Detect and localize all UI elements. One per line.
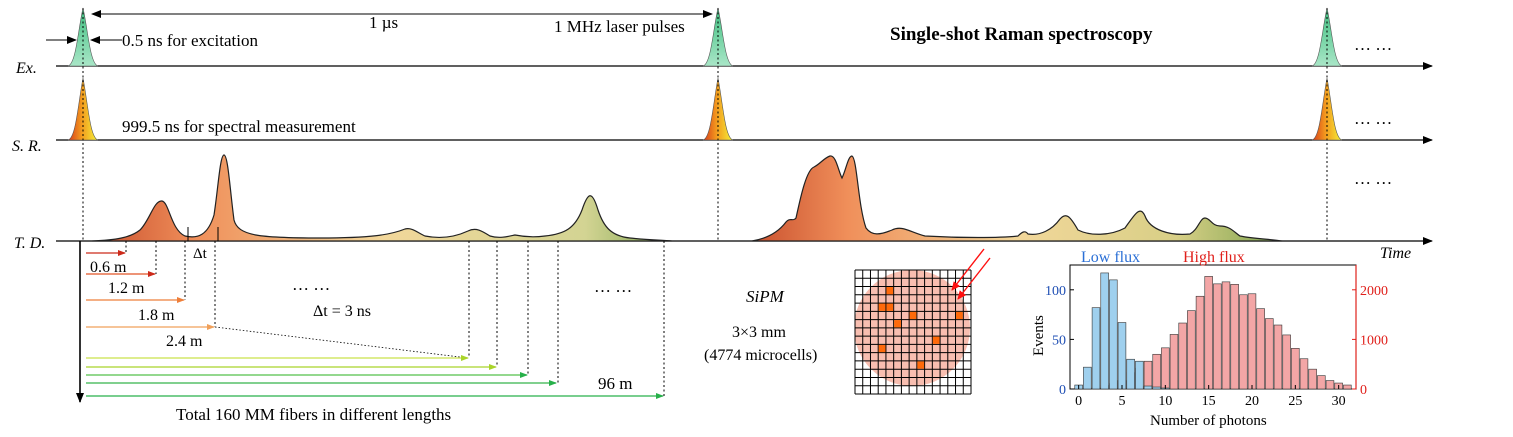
- sipm-fired-cell: [878, 303, 886, 311]
- y-tick-label-right: 0: [1360, 383, 1367, 398]
- histogram-xlabel: Number of photons: [1150, 413, 1267, 429]
- fiber-dotted-link: [214, 326, 469, 359]
- x-tick-label: 0: [1075, 394, 1082, 409]
- sipm-title: SiPM: [746, 287, 785, 306]
- time-label: Time: [1380, 245, 1411, 262]
- td-waveform-2: [751, 155, 1283, 242]
- photon-arrow-1: [957, 257, 991, 300]
- low-flux-bar: [1100, 272, 1109, 390]
- fiber-label-96: 96 m: [598, 374, 632, 393]
- low-flux-bar: [1126, 358, 1135, 390]
- high-flux-bar: [1230, 284, 1239, 390]
- y-tick-label-right: 2000: [1360, 284, 1388, 299]
- high-flux-bar: [1161, 347, 1170, 390]
- sipm-fired-cell: [909, 311, 917, 320]
- low-flux-bar: [1152, 386, 1161, 390]
- y-tick-label-left: 100: [1045, 284, 1066, 299]
- laser-label: 1 MHz laser pulses: [554, 17, 685, 36]
- fiber-label-1-8: 1.8 m: [138, 307, 175, 324]
- high-flux-bar: [1343, 384, 1352, 390]
- fiber-label-2-4: 2.4 m: [166, 333, 203, 350]
- high-flux-bar: [1221, 281, 1231, 390]
- legend-low-flux: Low flux: [1081, 249, 1140, 266]
- high-flux-bar: [1204, 276, 1213, 390]
- right-ellipsis: … …: [594, 277, 632, 296]
- diagram-title: Single-shot Raman spectroscopy: [890, 24, 1153, 45]
- x-tick-label: 20: [1245, 394, 1259, 409]
- high-flux-bar: [1187, 310, 1196, 390]
- high-flux-bar: [1178, 322, 1187, 390]
- photon-histogram: 0 5 10 15 20 25 30 0 50 100 0 1000 2000 Low flux H…: [1031, 249, 1388, 429]
- histogram-ylabel: Events: [1031, 315, 1047, 356]
- middle-ellipsis: … …: [292, 275, 330, 294]
- sipm-fired-cell: [956, 311, 963, 320]
- low-flux-bar: [1135, 360, 1144, 390]
- low-flux-bar: [1083, 366, 1092, 390]
- row-label-ex: Ex.: [15, 60, 37, 77]
- row-label-td: T. D.: [14, 235, 45, 252]
- high-flux-bar: [1282, 334, 1291, 390]
- high-flux-bar: [1291, 348, 1300, 390]
- sipm-size: 3×3 mm: [732, 324, 786, 341]
- y-tick-label-left: 0: [1059, 383, 1066, 398]
- high-flux-bar: [1308, 368, 1317, 390]
- sipm-fired-cell: [878, 344, 886, 353]
- low-flux-bar: [1109, 279, 1118, 390]
- x-tick-label: 15: [1202, 394, 1216, 409]
- sipm-fired-cell: [886, 287, 894, 295]
- high-flux-bar: [1239, 294, 1248, 390]
- high-flux-bar: [1299, 358, 1309, 390]
- x-tick-label: 25: [1288, 394, 1302, 409]
- excitation-label: 0.5 ns for excitation: [122, 31, 258, 50]
- sipm-fired-cell: [886, 303, 894, 311]
- fiber-label-0-6: 0.6 m: [90, 259, 127, 276]
- sr-ellipsis: … …: [1354, 109, 1392, 128]
- high-flux-bar: [1195, 295, 1205, 390]
- high-flux-bar: [1325, 380, 1335, 390]
- delta-t-value: Δt = 3 ns: [313, 303, 371, 320]
- high-flux-bar: [1256, 308, 1265, 390]
- delta-t-label: Δt: [193, 246, 208, 262]
- sipm-grid: [854, 269, 972, 395]
- sipm-fired-cell: [894, 320, 901, 328]
- td-ellipsis: … …: [1354, 169, 1392, 188]
- low-flux-bar: [1091, 307, 1101, 390]
- fiber-label-1-2: 1.2 m: [108, 280, 145, 297]
- high-flux-bar: [1317, 375, 1326, 390]
- x-tick-label: 5: [1119, 394, 1126, 409]
- td-waveform-1: [91, 154, 673, 242]
- high-flux-bar: [1273, 324, 1283, 390]
- sipm-cells: (4774 microcells): [704, 347, 817, 364]
- sipm-fired-cell: [932, 336, 940, 344]
- y-tick-label-left: 50: [1052, 333, 1066, 348]
- fibers-caption: Total 160 MM fibers in different lengths: [176, 405, 451, 424]
- y-tick-label-right: 1000: [1360, 333, 1388, 348]
- ex-ellipsis: … …: [1354, 35, 1392, 54]
- fiber-lengths: 0.6 m 1.2 m 1.8 m 2.4 m 96 m: [86, 241, 665, 399]
- legend-high-flux: High flux: [1183, 249, 1245, 266]
- high-flux-bar: [1247, 293, 1257, 390]
- sipm-fired-cell: [917, 361, 925, 369]
- high-flux-bar: [1213, 283, 1222, 390]
- high-flux-bar: [1265, 318, 1274, 390]
- x-tick-label: 30: [1332, 394, 1346, 409]
- x-tick-label: 10: [1158, 394, 1172, 409]
- high-flux-bar: [1169, 334, 1179, 390]
- high-flux-bar: [1152, 353, 1161, 390]
- row-label-sr: S. R.: [12, 138, 42, 155]
- low-flux-bar: [1117, 322, 1127, 390]
- high-flux-bar: [1143, 360, 1153, 390]
- measurement-label: 999.5 ns for spectral measurement: [122, 117, 356, 136]
- low-flux-bar: [1143, 385, 1153, 390]
- period-label: 1 µs: [369, 13, 398, 32]
- photon-arrow-2: [951, 248, 985, 291]
